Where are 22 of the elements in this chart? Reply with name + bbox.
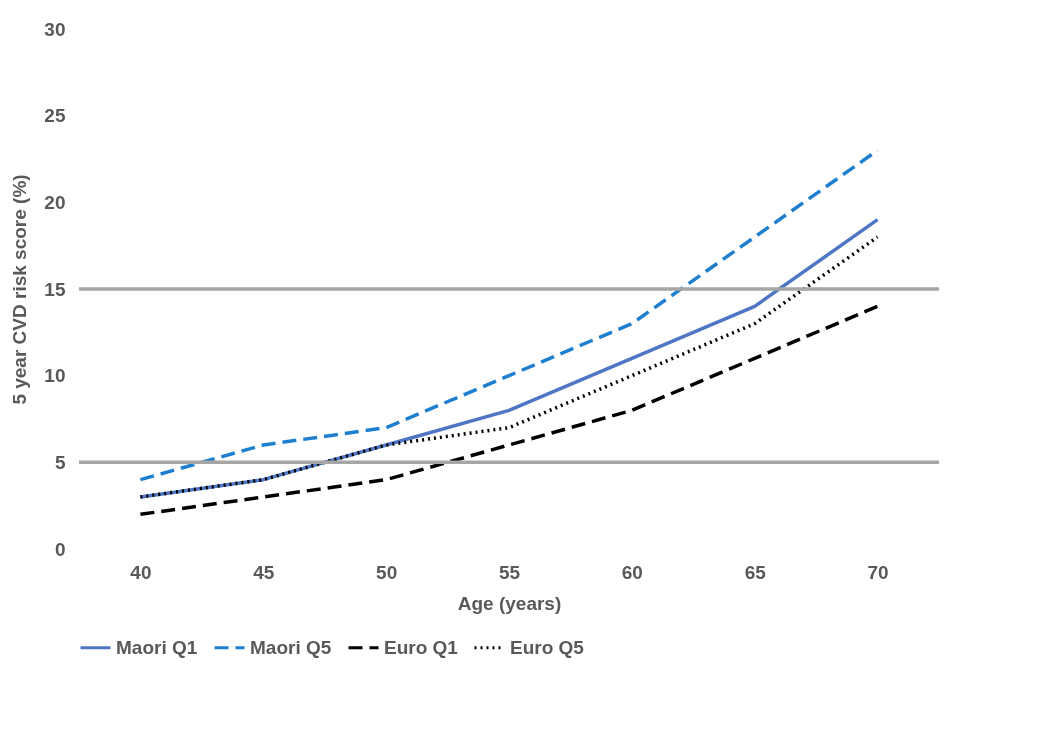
line-series [138,304,880,517]
x-axis-title: Age (years) [457,592,562,614]
legend-label: Maori Q5 [250,636,332,658]
x-tick-label: 45 [253,561,275,583]
y-tick-label: 20 [44,191,66,213]
y-tick-label: 0 [54,538,66,560]
y-tick-label: 5 [54,451,66,473]
y-tick-label: 15 [44,278,66,300]
y-tick-label: 25 [44,105,66,127]
legend-label: Euro Q1 [384,636,459,658]
y-tick-label: 30 [44,18,66,40]
y-axis-title: 5 year CVD risk score (%) [9,174,31,405]
y-tick-label: 10 [44,365,66,387]
legend-label: Maori Q1 [116,636,198,658]
x-tick-label: 55 [498,561,521,583]
x-tick-label: 60 [621,561,643,583]
x-tick-label: 50 [376,561,398,583]
x-tick-label: 70 [867,561,889,583]
legend-label: Euro Q5 [510,636,585,658]
x-tick-label: 40 [130,561,152,583]
x-tick-label: 65 [744,561,767,583]
line-series [138,148,880,482]
